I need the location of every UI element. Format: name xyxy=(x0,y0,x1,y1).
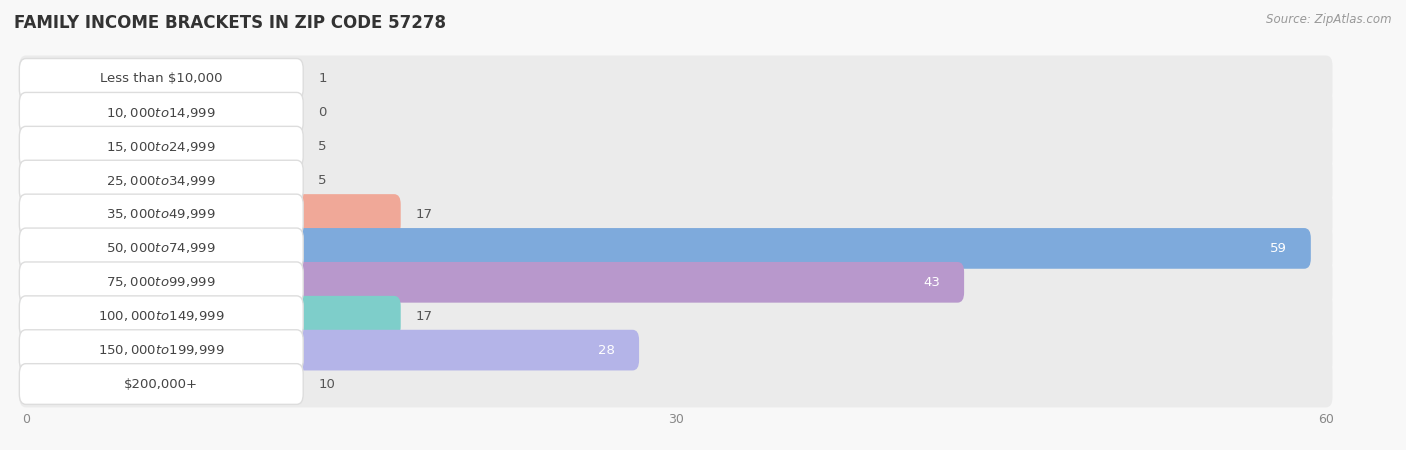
FancyBboxPatch shape xyxy=(20,225,1333,272)
FancyBboxPatch shape xyxy=(20,194,401,235)
FancyBboxPatch shape xyxy=(20,160,141,201)
Text: $150,000 to $199,999: $150,000 to $199,999 xyxy=(98,343,225,357)
Text: Source: ZipAtlas.com: Source: ZipAtlas.com xyxy=(1267,14,1392,27)
FancyBboxPatch shape xyxy=(20,330,640,370)
Text: FAMILY INCOME BRACKETS IN ZIP CODE 57278: FAMILY INCOME BRACKETS IN ZIP CODE 57278 xyxy=(14,14,446,32)
FancyBboxPatch shape xyxy=(20,228,304,269)
FancyBboxPatch shape xyxy=(20,58,53,99)
FancyBboxPatch shape xyxy=(20,228,1310,269)
Text: 5: 5 xyxy=(318,174,326,187)
FancyBboxPatch shape xyxy=(20,296,401,337)
FancyBboxPatch shape xyxy=(20,259,1333,306)
Text: 1: 1 xyxy=(318,72,326,86)
Text: $35,000 to $49,999: $35,000 to $49,999 xyxy=(107,207,217,221)
Text: 17: 17 xyxy=(416,310,433,323)
FancyBboxPatch shape xyxy=(20,92,304,133)
FancyBboxPatch shape xyxy=(20,293,1333,340)
FancyBboxPatch shape xyxy=(20,262,304,303)
Text: 28: 28 xyxy=(599,344,616,356)
Text: $15,000 to $24,999: $15,000 to $24,999 xyxy=(107,140,217,154)
Text: 10: 10 xyxy=(318,378,335,391)
FancyBboxPatch shape xyxy=(20,126,304,167)
Text: $50,000 to $74,999: $50,000 to $74,999 xyxy=(107,241,217,256)
FancyBboxPatch shape xyxy=(20,90,1333,136)
FancyBboxPatch shape xyxy=(20,364,304,405)
FancyBboxPatch shape xyxy=(20,191,1333,238)
Text: 59: 59 xyxy=(1270,242,1286,255)
FancyBboxPatch shape xyxy=(20,160,304,201)
FancyBboxPatch shape xyxy=(20,194,304,235)
Text: $75,000 to $99,999: $75,000 to $99,999 xyxy=(107,275,217,289)
FancyBboxPatch shape xyxy=(20,330,304,370)
Text: 17: 17 xyxy=(416,208,433,221)
Text: 5: 5 xyxy=(318,140,326,153)
Text: 43: 43 xyxy=(924,276,941,289)
FancyBboxPatch shape xyxy=(20,296,304,337)
FancyBboxPatch shape xyxy=(20,58,304,99)
Text: $25,000 to $34,999: $25,000 to $34,999 xyxy=(107,174,217,188)
Text: 0: 0 xyxy=(318,106,326,119)
Text: $100,000 to $149,999: $100,000 to $149,999 xyxy=(98,309,225,323)
Text: $10,000 to $14,999: $10,000 to $14,999 xyxy=(107,106,217,120)
FancyBboxPatch shape xyxy=(20,55,1333,102)
FancyBboxPatch shape xyxy=(20,364,249,405)
FancyBboxPatch shape xyxy=(20,157,1333,204)
FancyBboxPatch shape xyxy=(20,126,141,167)
Text: Less than $10,000: Less than $10,000 xyxy=(100,72,222,86)
FancyBboxPatch shape xyxy=(20,360,1333,407)
FancyBboxPatch shape xyxy=(20,262,965,303)
FancyBboxPatch shape xyxy=(20,123,1333,170)
Text: $200,000+: $200,000+ xyxy=(124,378,198,391)
FancyBboxPatch shape xyxy=(20,327,1333,374)
